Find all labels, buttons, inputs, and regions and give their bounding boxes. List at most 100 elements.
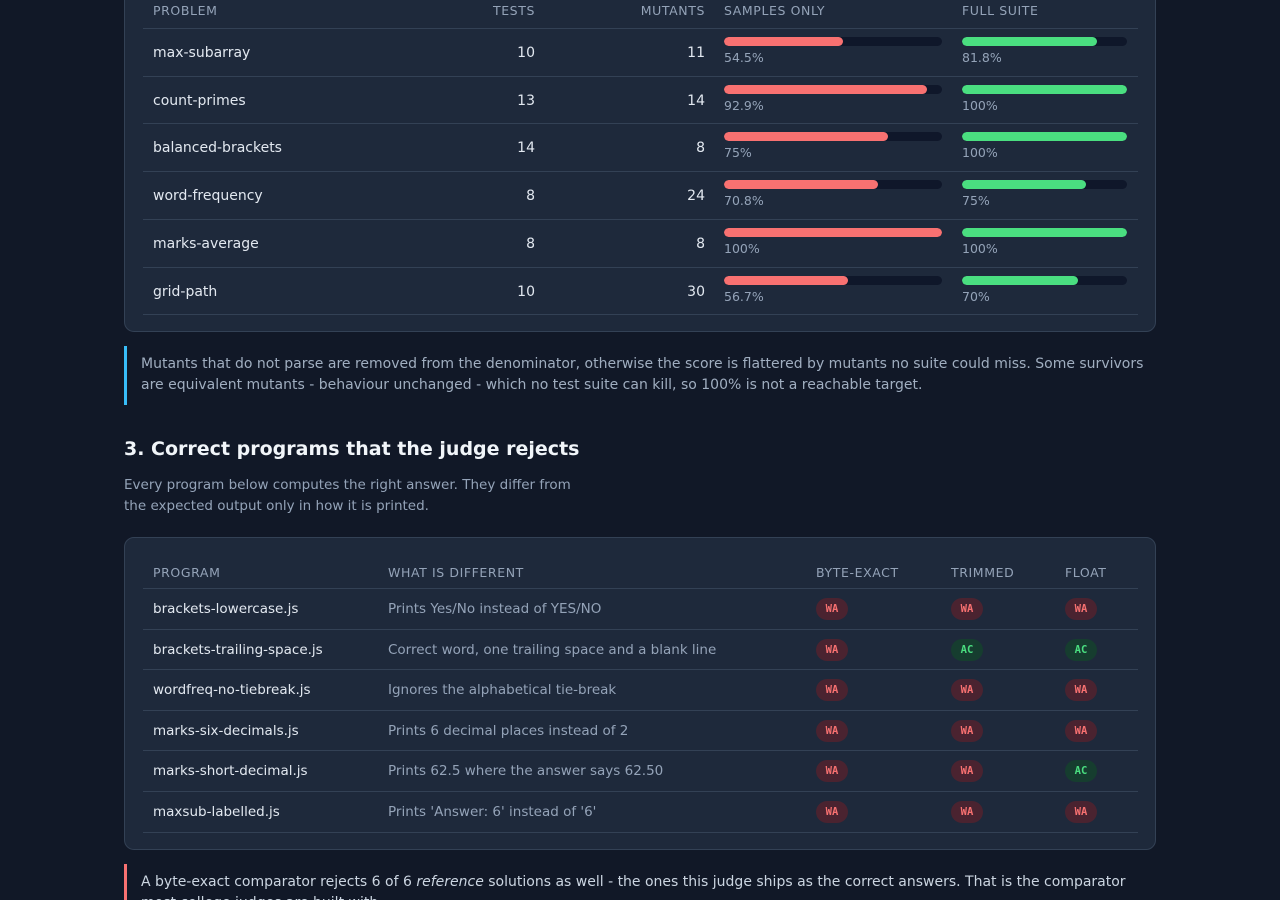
header-program: PROGRAM (153, 565, 221, 580)
full-suite-percent: 100% (962, 98, 998, 113)
samples-percent: 70.8% (724, 193, 764, 208)
program-name: maxsub-labelled.js (153, 804, 280, 820)
byte-exact-verdict-badge: WA (816, 801, 848, 823)
program-name: brackets-lowercase.js (153, 601, 299, 617)
full-suite-percent: 100% (962, 145, 998, 160)
samples-bar (724, 85, 942, 94)
difference-text: Prints Yes/No instead of YES/NO (388, 601, 602, 617)
tests-count: 10 (517, 284, 535, 300)
header-problem: PROBLEM (153, 3, 218, 18)
trimmed-verdict-badge: AC (951, 639, 983, 661)
full-suite-bar-fill (962, 276, 1078, 285)
mutants-count: 14 (687, 93, 705, 109)
samples-bar (724, 228, 942, 237)
full-suite-bar (962, 276, 1127, 285)
table-row: brackets-trailing-space.js Correct word, … (143, 629, 1138, 670)
note-text-after: solutions as well - the ones this judge … (141, 874, 1126, 900)
note-text-before: A byte-exact comparator rejects 6 of 6 (141, 874, 417, 890)
table-row: count-primes 13 14 92.9% 100% (143, 76, 1138, 124)
problem-name: marks-average (153, 236, 259, 252)
difference-text: Prints 62.5 where the answer says 62.50 (388, 763, 664, 779)
header-tests: TESTS (492, 3, 535, 18)
mutants-count: 24 (687, 188, 705, 204)
tests-count: 14 (517, 140, 535, 156)
comparator-note: A byte-exact comparator rejects 6 of 6 r… (124, 864, 1156, 900)
float-verdict-badge: AC (1065, 639, 1097, 661)
section-title: 3. Correct programs that the judge rejec… (124, 438, 580, 460)
difference-text: Ignores the alphabetical tie-break (388, 682, 617, 698)
table-row: brackets-lowercase.js Prints Yes/No inste… (143, 588, 1138, 629)
table-row: marks-six-decimals.js Prints 6 decimal pl… (143, 710, 1138, 751)
tests-count: 8 (526, 236, 535, 252)
difference-text: Prints 6 decimal places instead of 2 (388, 723, 629, 739)
samples-bar (724, 37, 942, 46)
table-row: marks-average 8 8 100% 100% (143, 219, 1138, 267)
header-samples-only: SAMPLES ONLY (724, 3, 826, 18)
byte-exact-verdict-badge: WA (816, 598, 848, 620)
header-mutants: MUTANTS (640, 3, 705, 18)
section-description: Every program below computes the right a… (124, 477, 571, 514)
full-suite-bar-fill (962, 132, 1127, 141)
float-verdict-badge: WA (1065, 679, 1097, 701)
samples-bar-fill (724, 37, 843, 46)
program-name: marks-six-decimals.js (153, 723, 299, 739)
full-suite-bar (962, 228, 1127, 237)
byte-exact-verdict-badge: WA (816, 720, 848, 742)
float-verdict-badge: WA (1065, 801, 1097, 823)
program-name: wordfreq-no-tiebreak.js (153, 682, 311, 698)
table-row: word-frequency 8 24 70.8% 75% (143, 171, 1138, 219)
mutation-score-card: PROBLEM TESTS MUTANTS SAMPLES ONLY FULL … (124, 0, 1156, 332)
program-name: brackets-trailing-space.js (153, 642, 323, 658)
problem-name: balanced-brackets (153, 140, 282, 156)
tests-count: 8 (526, 188, 535, 204)
difference-text: Prints 'Answer: 6' instead of '6' (388, 804, 597, 820)
full-suite-percent: 75% (962, 193, 990, 208)
mutants-count: 11 (687, 45, 705, 61)
full-suite-bar (962, 132, 1127, 141)
difference-text: Correct word, one trailing space and a b… (388, 642, 717, 658)
mutants-count: 30 (687, 284, 705, 300)
full-suite-percent: 81.8% (962, 50, 1002, 65)
samples-bar-fill (724, 228, 942, 237)
header-difference: WHAT IS DIFFERENT (388, 565, 524, 580)
samples-percent: 75% (724, 145, 752, 160)
judge-table-card: PROGRAM WHAT IS DIFFERENT BYTE-EXACT TRI… (124, 537, 1156, 850)
full-suite-bar-fill (962, 180, 1086, 189)
byte-exact-verdict-badge: WA (816, 639, 848, 661)
full-suite-bar (962, 37, 1127, 46)
trimmed-verdict-badge: WA (951, 760, 983, 782)
table-bottom-rule (143, 314, 1138, 315)
tests-count: 13 (517, 93, 535, 109)
problem-name: count-primes (153, 93, 246, 109)
full-suite-bar-fill (962, 85, 1127, 94)
table-row: marks-short-decimal.js Prints 62.5 where … (143, 750, 1138, 791)
note-emphasis: reference (416, 874, 484, 890)
trimmed-verdict-badge: WA (951, 720, 983, 742)
samples-percent: 56.7% (724, 289, 764, 304)
tests-count: 10 (517, 45, 535, 61)
table-row: maxsub-labelled.js Prints 'Answer: 6' ins… (143, 791, 1138, 832)
samples-percent: 54.5% (724, 50, 764, 65)
problem-name: max-subarray (153, 45, 251, 61)
full-suite-bar (962, 85, 1127, 94)
trimmed-verdict-badge: WA (951, 679, 983, 701)
table-row: balanced-brackets 14 8 75% 100% (143, 123, 1138, 171)
float-verdict-badge: AC (1065, 760, 1097, 782)
header-float: FLOAT (1065, 565, 1107, 580)
mutant-note: Mutants that do not parse are removed fr… (124, 346, 1156, 405)
trimmed-verdict-badge: WA (951, 598, 983, 620)
float-verdict-badge: WA (1065, 598, 1097, 620)
problem-name: word-frequency (153, 188, 263, 204)
table-row: max-subarray 10 11 54.5% 81.8% (143, 28, 1138, 76)
samples-bar (724, 132, 942, 141)
samples-percent: 92.9% (724, 98, 764, 113)
table-row: grid-path 10 30 56.7% 70% (143, 267, 1138, 315)
mutants-count: 8 (696, 140, 705, 156)
samples-bar-fill (724, 276, 848, 285)
full-suite-bar-fill (962, 37, 1097, 46)
full-suite-bar (962, 180, 1127, 189)
problem-name: grid-path (153, 284, 218, 300)
table-row: wordfreq-no-tiebreak.js Ignores the alpha… (143, 669, 1138, 710)
program-name: marks-short-decimal.js (153, 763, 308, 779)
samples-bar-fill (724, 85, 927, 94)
